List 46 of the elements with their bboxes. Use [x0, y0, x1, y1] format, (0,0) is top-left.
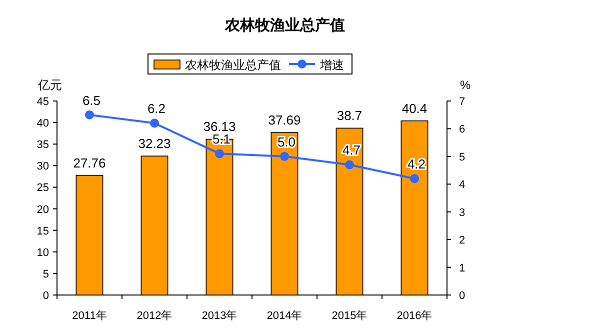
data-label: 27.76 — [73, 155, 106, 170]
y2-tick-label: 3 — [459, 206, 466, 219]
y-tick-label: 25 — [36, 182, 49, 194]
data-label: 40.4 — [402, 100, 428, 116]
y-tick-label: 15 — [36, 225, 49, 238]
y2-axis-title: % — [460, 78, 471, 92]
y-tick-label: 40 — [36, 118, 49, 130]
point — [150, 118, 159, 128]
y-tick-label: 45 — [36, 96, 49, 108]
y2-tick-label: 4 — [459, 179, 466, 192]
x-tick-label: 2013年 — [202, 310, 238, 322]
data-label: 38.7 — [336, 108, 362, 124]
y-tick-label: 30 — [36, 160, 49, 173]
y2-tick-label: 0 — [459, 290, 466, 302]
data-label: 5.0 — [277, 134, 296, 150]
y-tick-label: 0 — [42, 290, 49, 302]
data-label: 36.13 — [203, 119, 236, 134]
y2-tick-label: 2 — [459, 234, 466, 247]
x-tick-label: 2011年 — [72, 310, 107, 322]
x-tick-label: 2016年 — [396, 310, 432, 322]
data-label: 4.2 — [407, 156, 426, 172]
y-tick-label: 5 — [42, 268, 49, 280]
point — [410, 174, 419, 184]
x-tick-label: 2015年 — [332, 310, 368, 322]
x-tick-label: 2012年 — [136, 310, 172, 322]
data-label: 4.7 — [342, 142, 361, 158]
data-label: 32.23 — [138, 136, 171, 152]
y2-tick-label: 7 — [459, 96, 466, 108]
data-label: 6.2 — [147, 101, 166, 116]
point — [280, 152, 289, 161]
point — [85, 110, 94, 120]
legend-label: 增速 — [319, 58, 344, 72]
legend-label: 农林牧渔业总产值 — [185, 58, 281, 72]
point — [345, 160, 354, 170]
y2-tick-label: 5 — [459, 151, 466, 164]
point — [215, 149, 224, 158]
y2-tick-label: 6 — [459, 124, 466, 136]
x-tick-label: 2014年 — [266, 310, 302, 322]
y-tick-label: 35 — [36, 139, 49, 152]
y-axis-title: 亿元 — [37, 78, 62, 92]
y-tick-label: 20 — [36, 204, 49, 216]
data-label: 6.5 — [82, 92, 101, 108]
y-tick-label: 10 — [36, 246, 49, 259]
y2-tick-label: 1 — [459, 262, 466, 274]
chart-title: 农林牧渔业总产值 — [224, 17, 345, 34]
data-label: 37.69 — [268, 112, 301, 128]
